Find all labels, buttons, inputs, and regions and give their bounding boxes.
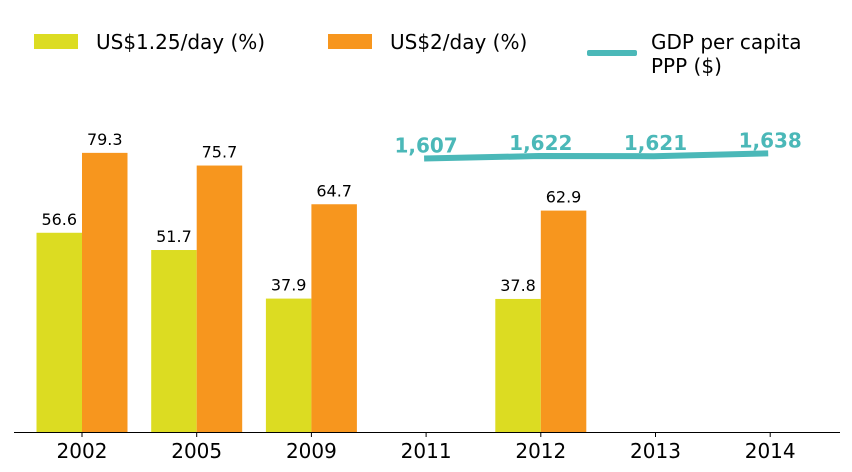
legend-item-usd2: US$2/day (%) (328, 30, 527, 54)
bar-usd2-2009 (311, 204, 357, 432)
bar-usd2-2002 (82, 152, 128, 432)
data-label-usd2-2009: 64.7 (316, 181, 352, 200)
data-label-gdp-2013: 1,621 (624, 131, 687, 155)
data-label-usd2-2005: 75.7 (202, 143, 238, 162)
bar-usd2-2005 (196, 165, 243, 432)
bar-usd125-2012 (495, 298, 541, 432)
legend-item-gdp: GDP per capita PPP ($) (587, 30, 802, 78)
data-label-gdp-2011: 1,607 (394, 134, 457, 158)
bar-usd2-2012 (540, 210, 587, 432)
legend-swatch-usd2 (328, 34, 372, 49)
legend-swatch-gdp (587, 50, 637, 56)
line-gdp-per-capita (424, 150, 769, 162)
data-label-usd2-2002: 79.3 (87, 130, 123, 149)
x-tick-label-2014: 2014 (745, 439, 796, 463)
legend-item-usd125: US$1.25/day (%) (34, 30, 265, 54)
data-label-usd125-2005: 51.7 (156, 227, 192, 246)
legend-label-usd125: US$1.25/day (%) (96, 30, 266, 54)
data-label-usd125-2002: 56.6 (41, 210, 77, 229)
data-label-gdp-2014: 1,638 (739, 128, 802, 152)
x-tick-label-2009: 2009 (286, 439, 337, 463)
legend-label-gdp: GDP per capita PPP ($) (651, 30, 802, 78)
data-label-usd125-2009: 37.9 (271, 276, 307, 295)
bar-usd125-2002 (36, 232, 82, 432)
x-tick-label-2011: 2011 (401, 439, 452, 463)
x-tick-label-2002: 2002 (57, 439, 108, 463)
legend-label-usd2: US$2/day (%) (390, 30, 528, 54)
bar-usd125-2005 (151, 250, 197, 432)
data-label-gdp-2012: 1,622 (509, 131, 572, 155)
legend-swatch-usd125 (34, 34, 78, 49)
x-tick-label-2005: 2005 (171, 439, 222, 463)
x-tick-label-2013: 2013 (630, 439, 681, 463)
data-label-usd2-2012: 62.9 (546, 188, 582, 207)
data-label-usd125-2012: 37.8 (500, 276, 536, 295)
bar-usd125-2009 (265, 298, 312, 432)
x-tick-label-2012: 2012 (515, 439, 566, 463)
